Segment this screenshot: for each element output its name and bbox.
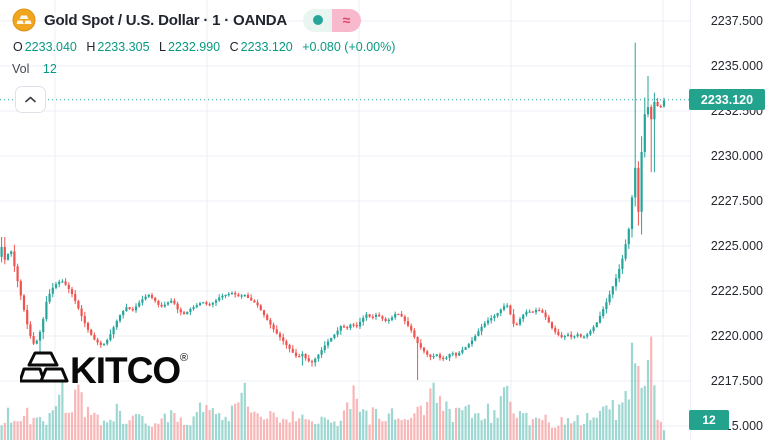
low-label: L bbox=[159, 40, 166, 54]
registered-mark: ® bbox=[180, 352, 188, 364]
price-axis-label: 2225.000 bbox=[710, 239, 763, 253]
change-value: +0.080 (+0.00%) bbox=[302, 40, 396, 54]
candlestick-chart[interactable] bbox=[0, 0, 690, 440]
price-axis-label: 2227.500 bbox=[710, 194, 763, 208]
dot-icon bbox=[312, 15, 323, 25]
symbol-title[interactable]: Gold Spot / U.S. Dollar · 1 · OANDA bbox=[44, 11, 288, 29]
last-price-badge: 2233.120 bbox=[689, 89, 765, 111]
approx-toggle[interactable]: ≈ bbox=[332, 8, 362, 32]
volume-row: Vol 12 bbox=[12, 62, 57, 76]
price-axis-label: 2237.500 bbox=[710, 14, 763, 28]
price-axis[interactable]: 2215.000 2217.500 2220.000 2222.500 2225.000… bbox=[689, 0, 768, 440]
low-value: 2232.990 bbox=[167, 40, 221, 54]
price-axis-label: 2222.500 bbox=[710, 284, 763, 298]
price-axis-label: 2230.000 bbox=[710, 149, 763, 163]
indicator-toggle[interactable]: ≈ bbox=[303, 8, 362, 32]
ohlc-row: O 2233.040 H 2233.305 L 2232.990 C 2233.120 … bbox=[13, 40, 397, 54]
price-axis-label: 2220.000 bbox=[710, 329, 763, 343]
close-value: 2233.120 bbox=[240, 40, 293, 54]
open-value: 2233.040 bbox=[24, 40, 77, 54]
dot-toggle[interactable] bbox=[303, 8, 333, 32]
kitco-text: KITCO bbox=[70, 350, 180, 391]
kitco-watermark: KITCO ® bbox=[20, 347, 190, 391]
approx-icon: ≈ bbox=[342, 12, 351, 28]
kitco-gold-bars-icon: KITCO ® bbox=[20, 350, 188, 391]
symbol-header: Gold Spot / U.S. Dollar · 1 · OANDA ≈ bbox=[12, 8, 362, 32]
price-axis-label: 2235.000 bbox=[710, 59, 763, 73]
close-label: C bbox=[229, 40, 239, 54]
volume-badge: 12 bbox=[689, 410, 729, 430]
volume-value: 12 bbox=[42, 62, 57, 76]
high-value: 2233.305 bbox=[97, 40, 150, 54]
volume-label: Vol bbox=[12, 62, 30, 76]
gold-coin-icon bbox=[12, 8, 36, 32]
open-label: O bbox=[13, 40, 23, 54]
high-label: H bbox=[86, 40, 96, 54]
chevron-up-icon bbox=[25, 96, 36, 103]
price-axis-label: 2217.500 bbox=[710, 374, 763, 388]
collapse-panel-button[interactable] bbox=[15, 86, 46, 113]
